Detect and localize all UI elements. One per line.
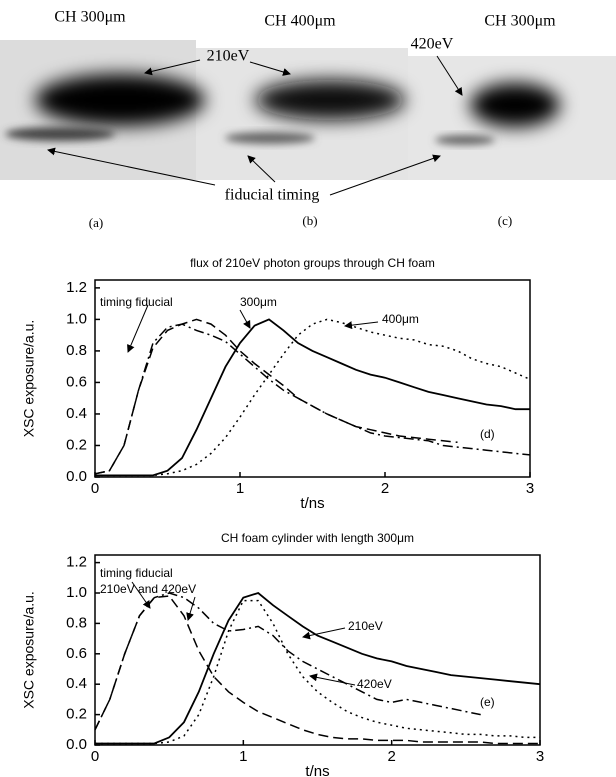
y-tick-label: 0.4 xyxy=(66,675,87,692)
x-tick-label: 2 xyxy=(387,748,395,765)
x-tick-label: 2 xyxy=(381,480,389,497)
annotation: 210eV and 420eV xyxy=(100,582,196,596)
x-tick-label: 3 xyxy=(526,480,534,497)
annotation: (e) xyxy=(480,695,495,709)
sample-label: CH 300μm xyxy=(484,13,556,30)
annotation: (d) xyxy=(480,427,495,441)
sample-label: CH 300μm xyxy=(54,9,126,26)
energy-label: 420eV xyxy=(411,36,454,53)
arrow xyxy=(329,154,441,196)
y-tick-label: 0.2 xyxy=(66,706,87,723)
sample-label: CH 400μm xyxy=(264,13,336,30)
arrow xyxy=(47,147,216,186)
line-series xyxy=(94,592,481,731)
x-tick-label: 1 xyxy=(239,748,247,765)
streak-images xyxy=(0,40,616,196)
y-tick-label: 0.4 xyxy=(66,405,87,422)
annotation-arrow xyxy=(344,321,379,330)
x-tick-label: 3 xyxy=(536,748,544,765)
y-tick-label: 0.8 xyxy=(66,614,87,631)
annotation: timing fiducial xyxy=(100,566,173,580)
y-tick-label: 1.2 xyxy=(66,279,87,296)
chart-title: flux of 210eV photon groups through CH f… xyxy=(190,256,435,270)
energy-label: 210eV xyxy=(207,48,250,65)
annotation-arrow xyxy=(239,309,251,329)
y-tick-label: 0.0 xyxy=(66,468,87,485)
panel-label: (c) xyxy=(498,213,512,228)
y-tick-label: 1.0 xyxy=(66,584,87,601)
y-tick-label: 1.0 xyxy=(66,310,87,327)
line-series xyxy=(95,318,530,477)
y-tick-label: 0.2 xyxy=(66,436,87,453)
arrow xyxy=(436,55,463,96)
panel-label: (b) xyxy=(302,213,317,228)
arrow xyxy=(249,61,291,76)
annotation: timing fiducial xyxy=(100,295,173,309)
annotation: 210eV xyxy=(348,619,383,633)
x-axis-label: t/ns xyxy=(305,763,329,777)
arrow xyxy=(144,59,201,76)
y-tick-label: 0.8 xyxy=(66,342,87,359)
y-tick-label: 0.6 xyxy=(66,373,87,390)
y-axis-label: XSC exposure/a.u. xyxy=(21,591,37,709)
line-series xyxy=(94,318,458,475)
fiducial-a xyxy=(5,127,115,141)
annotation: 300μm xyxy=(240,295,277,309)
fiducial-b xyxy=(225,132,315,144)
arrow xyxy=(247,155,276,183)
streak-a xyxy=(35,74,205,126)
x-tick-label: 0 xyxy=(91,480,99,497)
line-series xyxy=(95,591,541,745)
annotation-arrow xyxy=(127,304,149,353)
annotation: 400μm xyxy=(382,312,419,326)
x-tick-label: 0 xyxy=(91,748,99,765)
annotation: 420eV xyxy=(357,677,392,691)
y-tick-label: 1.2 xyxy=(66,554,87,571)
fiducial-label: fiducial timing xyxy=(225,187,320,204)
annotation-arrow xyxy=(186,596,196,621)
annotation-arrow xyxy=(309,673,356,686)
x-axis-label: t/ns xyxy=(300,495,324,512)
annotation-arrow xyxy=(131,581,151,609)
streak-c xyxy=(470,83,560,127)
plot-frame xyxy=(94,554,541,746)
line-series xyxy=(95,318,531,477)
panel-label: (a) xyxy=(89,215,103,230)
x-tick-label: 1 xyxy=(236,480,244,497)
line-series xyxy=(94,595,540,745)
fiducial-c xyxy=(435,135,495,145)
chart-title: CH foam cylinder with length 300μm xyxy=(221,531,414,545)
streak-b xyxy=(255,80,405,120)
plot-frame xyxy=(94,279,531,478)
y-axis-label: XSC exposure/a.u. xyxy=(21,320,37,438)
y-tick-label: 0.6 xyxy=(66,645,87,662)
y-tick-label: 0.0 xyxy=(66,736,87,753)
line-series xyxy=(95,599,540,745)
annotation-arrow xyxy=(302,627,346,640)
